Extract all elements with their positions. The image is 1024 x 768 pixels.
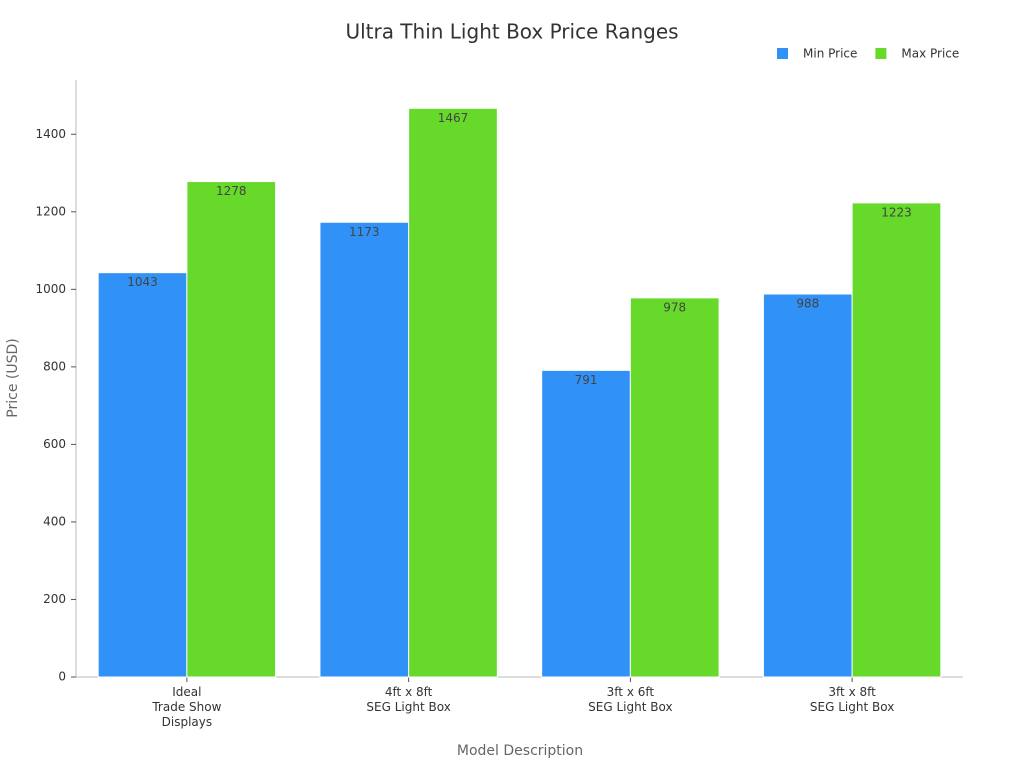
y-axis-title: Price (USD) <box>5 338 21 417</box>
bar <box>408 107 498 678</box>
legend-swatch <box>875 48 887 59</box>
bar <box>541 369 631 678</box>
legend-label: Max Price <box>901 47 959 61</box>
y-tick-label: 0 <box>58 670 66 684</box>
x-tick-label-line: SEG Light Box <box>366 700 450 714</box>
chart-title: Ultra Thin Light Box Price Ranges <box>345 20 678 44</box>
value-label: 1223 <box>881 205 912 219</box>
bar <box>186 181 277 678</box>
bar <box>319 221 410 678</box>
x-tick-label-line: SEG Light Box <box>588 700 672 714</box>
x-tick-label: 4ft x 8ft SEG Light Box <box>366 685 450 714</box>
bar <box>851 202 942 678</box>
x-tick-label-line: 3ft x 6ft <box>607 685 655 699</box>
y-tick-label: 1200 <box>35 204 66 218</box>
value-label: 988 <box>796 296 819 310</box>
y-tick-label: 800 <box>43 359 66 373</box>
x-tick-label-line: Trade Show <box>151 700 221 714</box>
bar <box>97 272 188 678</box>
legend-swatch <box>777 48 788 59</box>
y-tick-label: 1400 <box>35 127 66 141</box>
x-tick-label: 3ft x 6ft SEG Light Box <box>588 685 672 714</box>
bar <box>762 293 853 678</box>
value-label: 1043 <box>127 275 158 289</box>
x-tick-label-line: Ideal <box>172 685 201 699</box>
value-label: 1467 <box>438 111 469 125</box>
x-tick-label: 3ft x 8ft SEG Light Box <box>810 685 894 714</box>
x-tick-label-line: 4ft x 8ft <box>385 685 433 699</box>
value-label: 1278 <box>216 184 247 198</box>
y-tick-label: 400 <box>43 514 66 528</box>
bar <box>629 297 720 678</box>
x-axis-title: Model Description <box>457 743 583 759</box>
value-label: 791 <box>575 373 598 387</box>
value-label: 978 <box>663 300 686 314</box>
x-tick-label-line: SEG Light Box <box>810 700 894 714</box>
legend-label: Min Price <box>803 47 857 61</box>
x-tick-label-line: Displays <box>162 715 212 729</box>
y-tick-label: 1000 <box>35 282 66 296</box>
y-tick-label: 200 <box>43 592 66 606</box>
x-tick-label: Ideal Trade Show Displays <box>151 685 221 729</box>
y-tick-label: 600 <box>43 437 66 451</box>
x-tick-label-line: 3ft x 8ft <box>828 685 876 699</box>
value-label: 1173 <box>349 225 380 239</box>
